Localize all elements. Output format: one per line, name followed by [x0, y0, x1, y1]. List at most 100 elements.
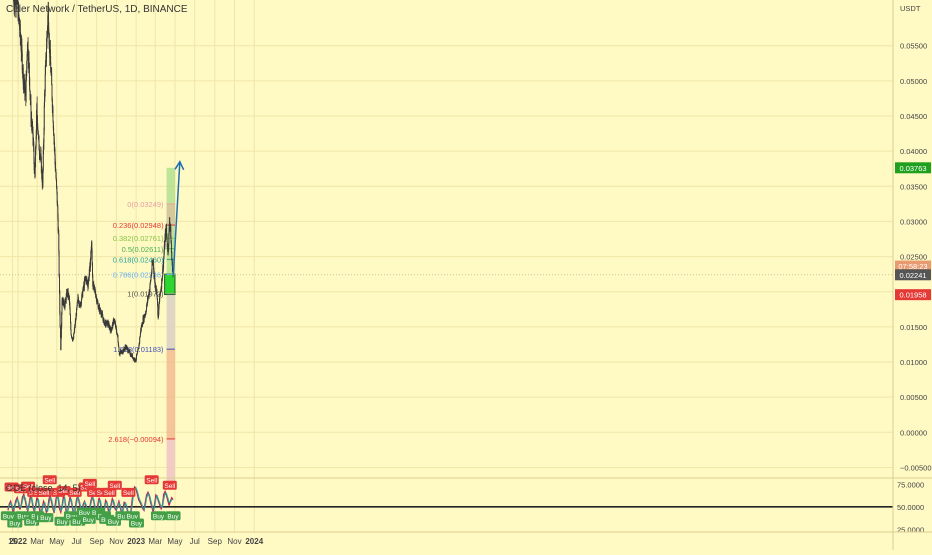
- candle-body: [163, 253, 165, 259]
- candle-body: [156, 289, 158, 295]
- candle-body: [46, 36, 48, 49]
- sell-signal: Sell: [162, 480, 177, 490]
- candle-body: [86, 279, 88, 283]
- candle-body: [154, 279, 156, 287]
- candle-body: [92, 263, 93, 277]
- signal-badge: [67, 487, 82, 497]
- candle-body: [163, 245, 165, 254]
- signal-label: Buy: [26, 519, 38, 526]
- signal-label: Sell: [38, 490, 49, 497]
- time-tick-label: Nov: [109, 537, 123, 546]
- candle-body: [60, 325, 62, 338]
- candle-body: [69, 309, 71, 315]
- buy-signal: Buy: [7, 518, 23, 528]
- candle-body: [164, 237, 166, 247]
- signal-label: Sell: [44, 477, 55, 484]
- candle-body: [127, 348, 129, 352]
- candle-body: [28, 63, 30, 78]
- fib-label: 0(0.03249): [127, 200, 164, 209]
- signal-badge: [150, 511, 166, 521]
- fib-label: 0.382(0.02761): [113, 234, 164, 243]
- buy-signal: Buy: [165, 511, 181, 520]
- candle-body: [64, 299, 66, 304]
- signal-label: Sell: [80, 485, 91, 492]
- candle-body: [57, 206, 59, 218]
- candle-body: [56, 191, 58, 203]
- buy-signal: Buy: [0, 511, 16, 520]
- buy-signal: Buy: [38, 513, 54, 522]
- candle-body: [114, 323, 116, 327]
- buy-signal: Buy: [76, 507, 92, 517]
- candle-body: [34, 167, 36, 178]
- candle-body: [161, 275, 163, 281]
- candle-body: [150, 276, 152, 280]
- candle-body: [24, 88, 26, 95]
- candle-body: [52, 121, 54, 128]
- candle-body: [91, 250, 93, 264]
- candle-body: [28, 57, 30, 64]
- candle-body: [26, 45, 28, 55]
- candle-body: [146, 303, 148, 307]
- candle-body: [118, 347, 120, 352]
- time-tick-label: 2023: [127, 537, 145, 546]
- signal-label: Buy: [17, 513, 29, 520]
- candle-body: [79, 302, 81, 305]
- fib-label: 2.618(−0.00094): [108, 435, 164, 444]
- candle-body: [171, 261, 173, 271]
- signal-badge: [128, 518, 144, 528]
- candle-body: [16, 0, 18, 3]
- candle-body: [158, 308, 160, 314]
- candle-body: [148, 291, 150, 296]
- time-tick-label: Jul: [190, 537, 200, 546]
- candle-body: [88, 277, 90, 283]
- candle-body: [168, 234, 170, 244]
- signal-label: Sell: [23, 484, 34, 491]
- candle-body: [145, 313, 146, 315]
- candle-body: [98, 306, 100, 309]
- signal-label: Sell: [16, 486, 27, 493]
- candle-body: [158, 304, 160, 309]
- candle-body: [139, 336, 141, 338]
- candle-body: [57, 217, 59, 232]
- candle-body: [151, 264, 153, 272]
- candle-body: [171, 251, 173, 261]
- candle-body: [43, 106, 45, 131]
- candle-body: [70, 322, 72, 330]
- candle-body: [72, 339, 74, 341]
- candle-body: [93, 285, 95, 288]
- indicator-line-slow: [7, 487, 173, 518]
- price-tick-label: 0.02500: [900, 253, 927, 262]
- signal-label: Buy: [153, 513, 165, 520]
- candle-body: [30, 101, 32, 122]
- candle-body: [69, 303, 71, 310]
- candle-body: [33, 147, 35, 159]
- price-tick-label: 0.05500: [900, 42, 927, 51]
- signal-badge: [107, 480, 122, 490]
- candle-body: [150, 279, 152, 282]
- signal-label: Sell: [104, 490, 115, 497]
- candle-body: [45, 64, 46, 75]
- signal-badge: [144, 475, 159, 485]
- candle-body: [100, 311, 102, 315]
- signal-badge: [76, 507, 92, 517]
- price-tick-label: 0.01500: [900, 323, 927, 332]
- candle-body: [118, 345, 120, 348]
- sell-signal: Sell: [121, 487, 136, 497]
- price-badge-text: 0.03763: [899, 164, 926, 173]
- signal-label: Buy: [56, 519, 68, 526]
- candle-body: [95, 294, 97, 298]
- candle-body: [69, 298, 70, 304]
- sell-signal: Sell: [36, 487, 51, 497]
- indicator-tick-label: 25.0000: [897, 525, 924, 534]
- candle-body: [40, 153, 42, 158]
- candle-body: [56, 186, 58, 192]
- signal-badge: [36, 487, 51, 497]
- projection-arrow: [172, 161, 181, 275]
- candle-body: [134, 358, 135, 361]
- signal-label: Sell: [146, 477, 157, 484]
- price-badge-bg: [895, 269, 931, 281]
- candle-body: [143, 315, 145, 320]
- buy-signal: Buy: [128, 518, 144, 528]
